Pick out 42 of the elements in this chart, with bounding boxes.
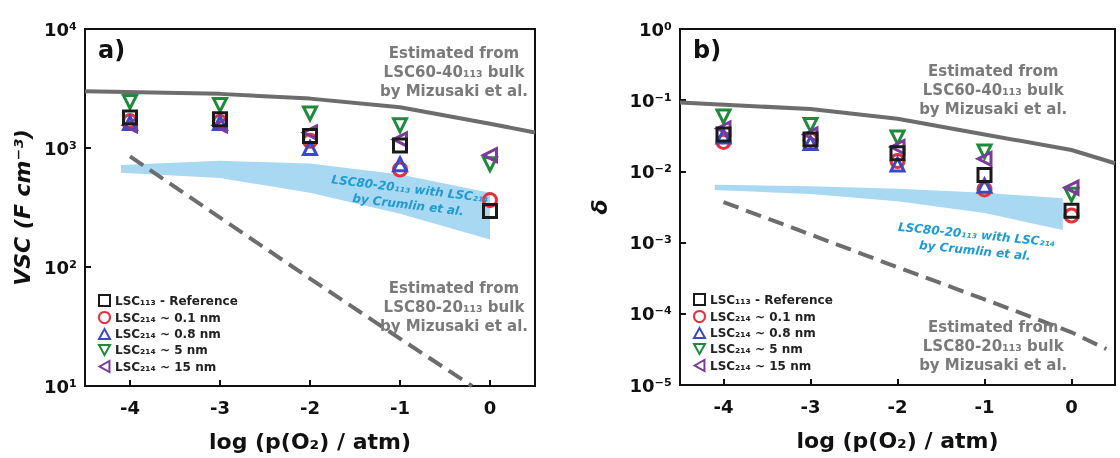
legend-label: LSC₂₁₄ ~ 15 nm	[710, 358, 812, 373]
y-tick-label: 10⁻²	[629, 160, 672, 182]
y-tick-label: 10⁻³	[629, 232, 672, 254]
y-tick-label: 10³	[44, 137, 77, 159]
y-tick-label: 10¹	[44, 375, 77, 397]
chart-title: a)	[98, 36, 126, 64]
legend-label: LSC₂₁₄ ~ 0.1 nm	[710, 309, 816, 324]
y-axis-title: δ	[586, 199, 612, 215]
x-axis-title: log (p(O₂) / atm)	[208, 428, 412, 454]
annotation: Estimated from LSC60-40₁₁₃ bulk by Mizusaki et al.	[379, 43, 529, 100]
chart-title: b)	[693, 36, 722, 64]
legend-label: LSC₁₁₃ - Reference	[710, 292, 833, 307]
annotation: LSC80-20₁₁₃ with LSC₂₁₄ by Crumlin et al.	[897, 219, 1056, 264]
legend-label: LSC₂₁₄ ~ 5 nm	[115, 343, 208, 357]
legend-label: LSC₂₁₄ ~ 0.8 nm	[710, 326, 816, 340]
annotation: Estimated from LSC60-40₁₁₃ bulk by Mizusaki et al.	[919, 61, 1068, 118]
y-tick-label: 10⁰	[639, 18, 673, 40]
legend-label: LSC₂₁₄ ~ 0.8 nm	[115, 327, 221, 341]
x-tick-label: -2	[887, 395, 908, 417]
x-tick-label: -1	[974, 395, 995, 417]
x-tick-label: -3	[800, 395, 821, 417]
y-tick-label: 10⁻¹	[629, 89, 672, 111]
annotation: Estimated from LSC80-20₁₁₃ bulk by Mizusaki et al.	[919, 317, 1068, 374]
x-axis-title: log (p(O₂) / atm)	[796, 427, 999, 453]
y-tick-label: 10⁴	[44, 18, 78, 40]
x-tick-label: -1	[390, 396, 410, 418]
x-tick-label: -4	[120, 396, 140, 418]
x-tick-label: -4	[713, 395, 734, 417]
y-tick-label: 10⁻⁵	[629, 374, 672, 396]
y-tick-label: 10⁻⁴	[629, 303, 673, 325]
legend-label: LSC₂₁₄ ~ 15 nm	[115, 359, 217, 374]
y-tick-label: 10²	[44, 256, 77, 278]
x-tick-label: 0	[483, 396, 497, 418]
x-tick-label: 0	[1065, 395, 1078, 417]
annotation: LSC80-20₁₁₃ with LSC₂₁₄ by Crumlin et al.	[330, 172, 490, 219]
x-tick-label: -2	[300, 396, 320, 418]
legend-label: LSC₂₁₄ ~ 0.1 nm	[115, 310, 221, 325]
y-axis-title: VSC (F cm⁻³)	[9, 129, 35, 286]
legend-label: LSC₁₁₃ - Reference	[115, 293, 238, 308]
annotation: Estimated from LSC80-20₁₁₃ bulk by Mizusaki et al.	[379, 279, 529, 336]
x-tick-label: -3	[210, 396, 230, 418]
legend-label: LSC₂₁₄ ~ 5 nm	[710, 342, 803, 356]
